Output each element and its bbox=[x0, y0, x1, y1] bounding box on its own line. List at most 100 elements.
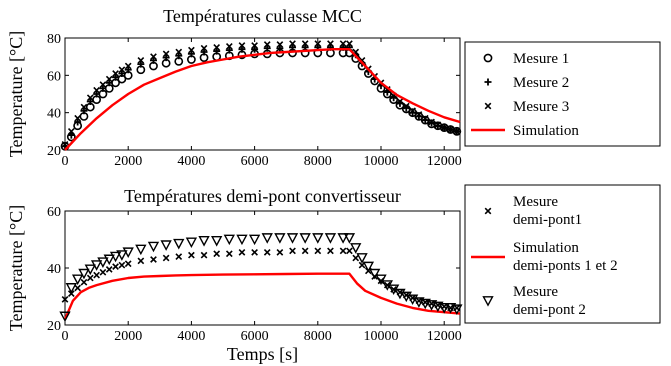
data-point bbox=[74, 114, 82, 122]
x-tick-label: 12000 bbox=[427, 154, 462, 169]
data-point bbox=[137, 57, 145, 64]
data-point bbox=[276, 248, 284, 256]
data-point bbox=[150, 53, 157, 61]
data-point bbox=[61, 295, 69, 303]
legend-label: Mesure 2 bbox=[513, 75, 569, 91]
data-point bbox=[118, 66, 126, 74]
chart-1: Températures culasse MCC 0 2000 4000 6000 800… bbox=[6, 6, 661, 169]
data-point bbox=[375, 274, 387, 286]
x-tick-label: 0 bbox=[62, 329, 69, 344]
data-point bbox=[276, 44, 284, 52]
legend: Mesure 1 Mesure 2 Mesure 3 Simulation bbox=[464, 41, 661, 147]
data-point bbox=[369, 268, 381, 280]
data-point bbox=[432, 301, 444, 313]
data-point bbox=[80, 107, 88, 115]
data-point bbox=[289, 40, 296, 47]
x-tick-label: 6000 bbox=[241, 154, 269, 169]
y-tick-label: 60 bbox=[47, 69, 61, 84]
data-point bbox=[346, 40, 353, 47]
y-axis-label: Temperature [°C] bbox=[6, 205, 26, 331]
series-3 bbox=[61, 40, 461, 148]
data-point bbox=[86, 94, 94, 102]
data-point bbox=[65, 283, 77, 294]
data-point bbox=[173, 238, 185, 250]
data-point bbox=[327, 40, 334, 47]
data-point bbox=[124, 66, 132, 74]
series-3 bbox=[59, 233, 463, 323]
data-point bbox=[225, 43, 233, 50]
data-point bbox=[225, 46, 233, 54]
data-point bbox=[289, 247, 296, 255]
data-point bbox=[299, 233, 311, 244]
data-point bbox=[301, 40, 309, 47]
data-point bbox=[339, 40, 347, 47]
data-point bbox=[67, 290, 75, 298]
data-point bbox=[112, 70, 119, 77]
data-point bbox=[211, 236, 223, 247]
data-point bbox=[286, 233, 299, 244]
data-point bbox=[109, 251, 122, 263]
data-point bbox=[198, 236, 210, 247]
x-tick-label: 6000 bbox=[241, 329, 269, 344]
data-point bbox=[149, 56, 157, 64]
data-point bbox=[103, 254, 115, 266]
data-point bbox=[188, 46, 195, 54]
data-point bbox=[93, 86, 100, 94]
data-point bbox=[223, 234, 235, 246]
data-point bbox=[86, 97, 94, 105]
data-point bbox=[122, 247, 134, 259]
data-point bbox=[80, 103, 88, 111]
data-point bbox=[251, 42, 258, 49]
series-4 bbox=[64, 48, 461, 151]
legend-marker bbox=[483, 53, 493, 63]
data-point bbox=[67, 127, 75, 135]
data-point bbox=[124, 260, 132, 268]
data-point bbox=[200, 48, 208, 56]
data-point bbox=[93, 271, 100, 279]
legend-label: Mesure demi-pont1 bbox=[513, 194, 582, 228]
data-point bbox=[78, 268, 90, 280]
data-point bbox=[362, 261, 375, 273]
data-point bbox=[274, 233, 286, 244]
data-point bbox=[352, 254, 360, 262]
data-point bbox=[440, 124, 448, 131]
data-point bbox=[339, 247, 347, 255]
data-point bbox=[409, 107, 416, 115]
data-point bbox=[301, 43, 309, 51]
series-2 bbox=[63, 272, 461, 320]
legend: Mesure demi-pont1 Simulation demi-ponts 1 e… bbox=[464, 184, 661, 324]
data-point bbox=[112, 263, 119, 270]
data-point bbox=[99, 81, 107, 89]
data-point bbox=[99, 268, 107, 276]
data-point bbox=[80, 278, 88, 286]
data-point bbox=[251, 248, 258, 256]
legend-marker bbox=[484, 78, 492, 86]
data-point bbox=[301, 247, 309, 255]
data-point bbox=[434, 121, 442, 129]
data-point bbox=[444, 303, 457, 314]
data-point bbox=[188, 251, 195, 259]
simulation-line bbox=[64, 48, 461, 151]
data-point bbox=[263, 248, 271, 256]
data-point bbox=[289, 43, 297, 51]
y-tick-label: 20 bbox=[47, 144, 61, 159]
data-point bbox=[105, 79, 113, 87]
data-point bbox=[236, 234, 248, 246]
data-point bbox=[350, 243, 362, 254]
x-axis-label: Temps [s] bbox=[227, 344, 298, 364]
chart-2: Températures demi-pont convertisseur 0 200… bbox=[6, 184, 661, 364]
data-point bbox=[213, 47, 221, 55]
data-point bbox=[175, 48, 183, 56]
data-point bbox=[124, 62, 132, 70]
legend-marker bbox=[484, 207, 492, 215]
y-tick-label: 40 bbox=[47, 262, 61, 277]
data-point bbox=[137, 257, 145, 265]
data-point bbox=[135, 244, 147, 256]
plot-frame bbox=[64, 37, 461, 151]
legend-label: Simulation bbox=[513, 123, 579, 139]
legend-box bbox=[464, 184, 661, 324]
y-tick-label: 20 bbox=[47, 319, 61, 334]
data-point bbox=[175, 52, 183, 60]
data-point bbox=[346, 247, 353, 255]
